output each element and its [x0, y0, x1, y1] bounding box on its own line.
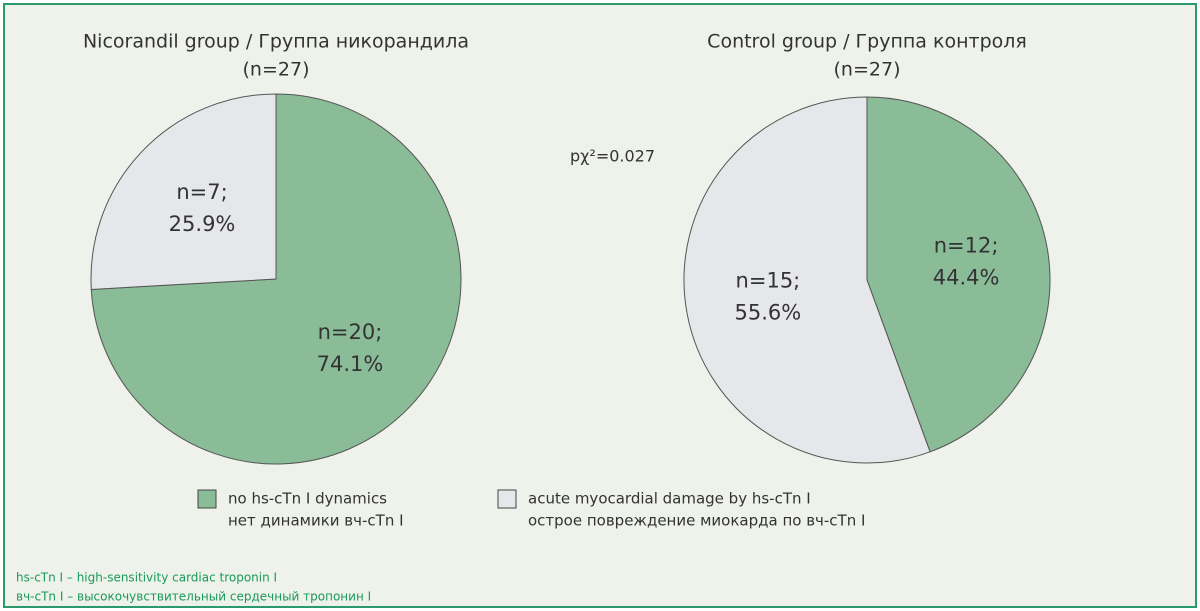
data-label: 74.1% — [317, 352, 384, 376]
data-label: n=7; — [176, 180, 227, 204]
pie-slice — [866, 96, 1051, 453]
annotation: pχ²=0.027 — [570, 147, 655, 166]
data-label: 44.4% — [933, 265, 1000, 289]
legend-swatch — [197, 489, 217, 509]
chart-subtitle: (n=27) — [834, 59, 901, 81]
data-label: 25.9% — [169, 212, 236, 236]
footnote: вч-cTn I – высокочувствительный сердечны… — [16, 590, 371, 604]
data-label: n=20; — [318, 320, 383, 344]
footnote: hs-cTn I – high-sensitivity cardiac trop… — [16, 571, 277, 585]
legend-label: no hs-cTn I dynamics — [228, 490, 387, 508]
legend-swatch — [497, 489, 517, 509]
chart-subtitle: (n=27) — [243, 59, 310, 81]
legend-label: нет динамики вч-cTn I — [228, 512, 404, 530]
data-label: n=12; — [934, 233, 999, 257]
pie-slice — [683, 96, 931, 464]
legend-label: acute myocardial damage by hs-cTn I — [528, 490, 811, 508]
chart-title: Control group / Группа контроля — [707, 31, 1027, 53]
data-label: 55.6% — [735, 301, 802, 325]
data-label: n=15; — [736, 269, 801, 293]
chart-title: Nicorandil group / Группа никорандила — [83, 31, 469, 53]
pie-slice — [90, 93, 277, 290]
legend-label: острое повреждение миокарда по вч-cTn I — [528, 512, 865, 530]
